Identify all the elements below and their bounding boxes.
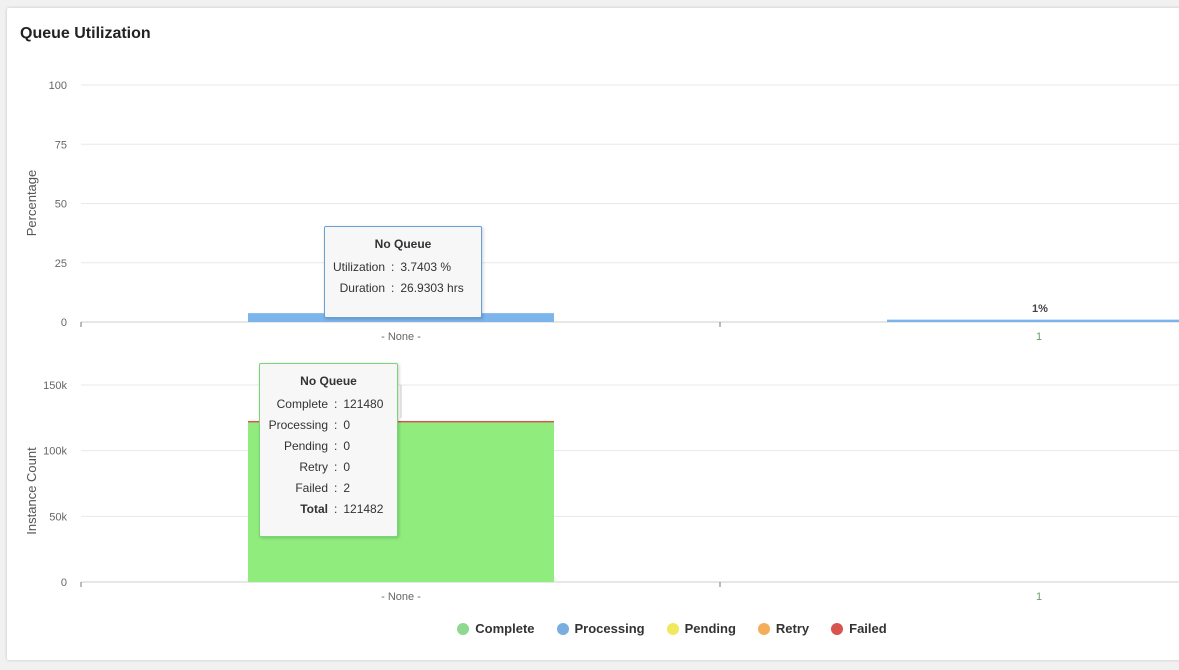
chart-legend: Complete Processing Pending Retry Failed [7,621,1179,636]
tooltip-row-total: Total : 121482 [260,499,397,520]
bar-failed [248,420,554,423]
tooltip-row-processing: Processing : 0 [260,415,397,436]
y-tick-label: 100 [49,80,67,92]
data-label: 1% [1032,303,1048,315]
tooltip-key: Total [300,502,328,516]
y-axis-label: Percentage [24,170,39,237]
y-tick-label: 25 [55,258,67,270]
y-tick-label: 100k [43,446,67,458]
legend-label: Retry [775,621,810,636]
chart-panel-2: 150k 100k 50k 0 Instance Count - None - 1 [24,380,1179,603]
legend-item-processing[interactable]: Processing [556,621,645,636]
y-tick-label: 0 [61,317,67,329]
tooltip-key: Duration [339,281,385,295]
legend-item-pending[interactable]: Pending [666,621,736,636]
tooltip-title: No Queue [374,237,432,251]
legend-item-failed[interactable]: Failed [831,621,887,636]
legend-item-complete[interactable]: Complete [457,621,535,636]
legend-label: Pending [684,621,736,636]
y-axis-label: Instance Count [24,447,39,535]
y-tick-label: 75 [55,139,67,151]
tooltip-key: Processing [268,418,328,432]
tooltip-separator: : [391,260,395,274]
bar-processing [887,319,1179,322]
tooltip-separator: : [334,418,338,432]
tooltip-separator: : [334,481,338,495]
tooltip-key: Failed [295,481,328,495]
y-tick-label: 150k [43,380,67,392]
tooltip-value: 26.9303 hrs [400,281,464,295]
tooltip-value: 121482 [343,502,384,516]
tooltip-row-failed: Failed : 2 [260,478,397,499]
x-tick-label: 1 [1036,331,1042,343]
tooltip-value: 0 [343,460,351,474]
tooltip-key: Retry [299,460,328,474]
chart-title: Queue Utilization [20,25,151,42]
tooltip-row-duration: Duration : 26.9303 hrs [325,278,481,299]
x-tick-label: - None - [381,591,421,603]
legend-label: Failed [849,621,887,636]
chart-card: Queue Utilization 100 75 50 25 0 Percentage - … [7,8,1179,660]
tooltip-value: 0 [343,439,351,453]
tooltip-key: Pending [283,439,328,453]
tooltip-value: 0 [343,418,351,432]
tooltip-value: 2 [343,481,351,495]
x-tick-label: - None - [381,331,421,343]
legend-label: Complete [475,621,535,636]
legend-color-dot [831,622,844,635]
legend-label: Processing [574,621,645,636]
tooltip-row-complete: Complete : 121480 [260,394,397,415]
tooltip-separator: : [334,502,338,516]
y-tick-label: 50k [49,511,67,523]
x-tick-label: 1 [1036,591,1042,603]
tooltip-value: 3.7403 % [400,260,452,274]
tooltip-separator: : [334,397,338,411]
y-tick-label: 0 [61,577,67,589]
tooltip-separator: : [334,460,338,474]
legend-color-dot [556,622,569,635]
tooltip-value: 121480 [343,397,384,411]
legend-color-dot [757,622,770,635]
tooltip-row-retry: Retry : 0 [260,457,397,478]
tooltip-key: Utilization [332,260,385,274]
instance-count-tooltip: No Queue Complete : 121480 Processing : … [259,363,398,537]
legend-item-retry[interactable]: Retry [757,621,810,636]
tooltip-title: No Queue [300,374,357,388]
tooltip-row-utilization: Utilization : 3.7403 % [325,257,481,278]
legend-color-dot [457,622,470,635]
utilization-tooltip: No Queue Utilization : 3.7403 % Duration… [324,226,482,318]
tooltip-separator: : [334,439,338,453]
legend-color-dot [666,622,679,635]
tooltip-row-pending: Pending : 0 [260,436,397,457]
y-tick-label: 50 [55,199,67,211]
tooltip-separator: : [391,281,395,295]
tooltip-key: Complete [276,397,328,411]
